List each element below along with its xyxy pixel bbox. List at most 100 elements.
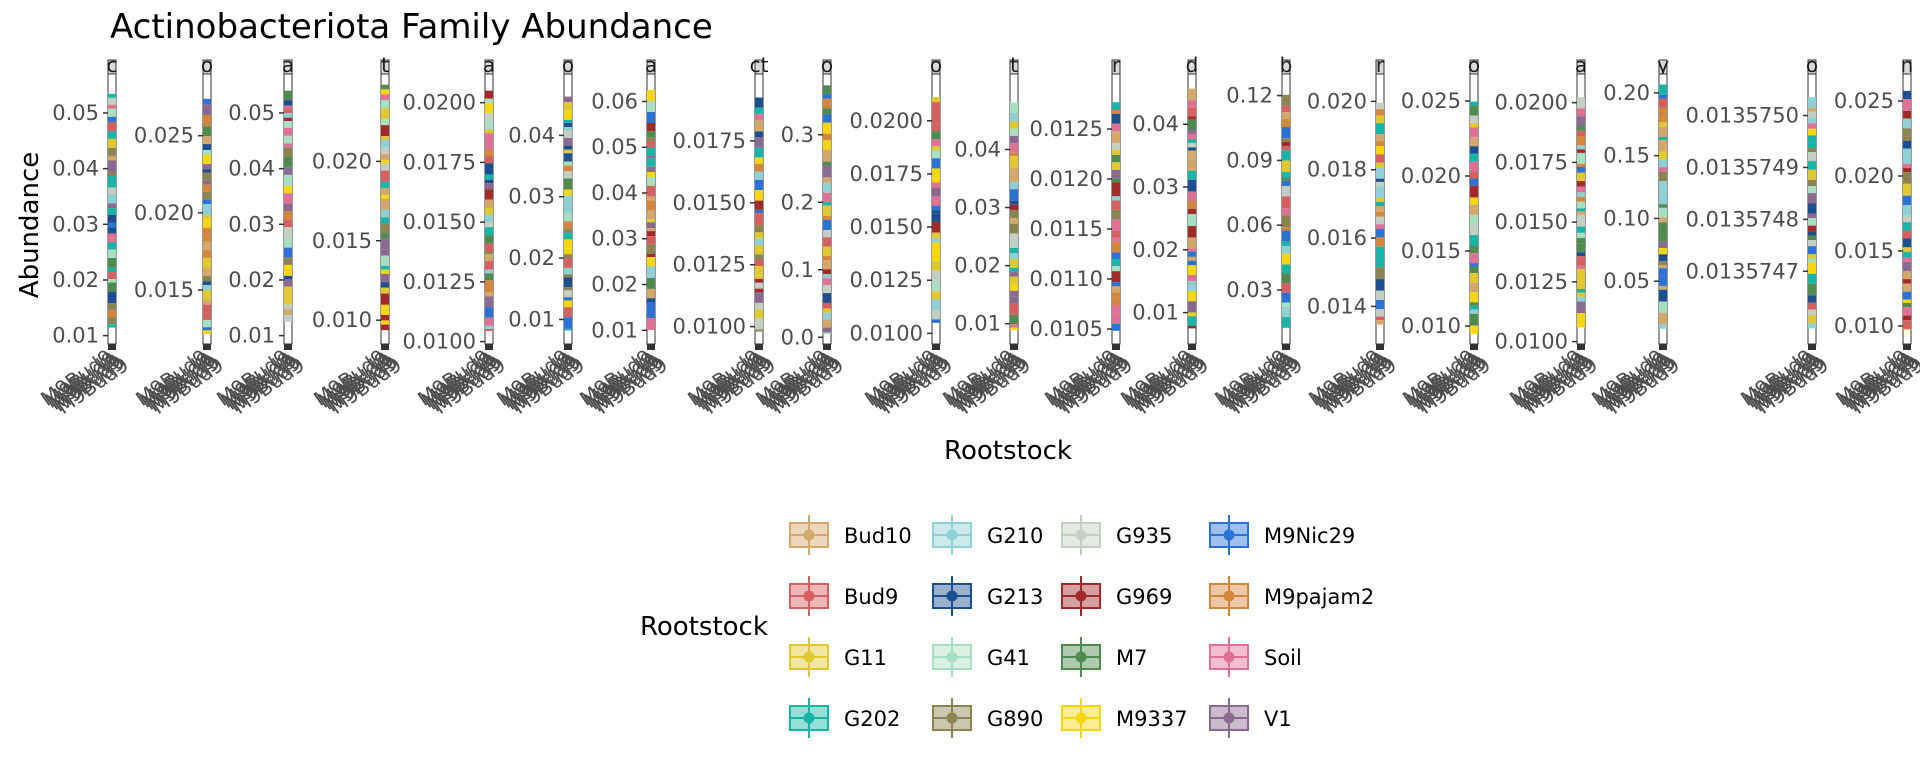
box-segment — [1282, 317, 1290, 328]
box-segment — [1376, 246, 1384, 259]
box-segment — [108, 131, 116, 139]
box-segment — [1282, 105, 1290, 113]
box-segment — [1659, 312, 1667, 325]
box-segment — [1010, 171, 1018, 183]
box-segment — [647, 249, 655, 254]
box-segment — [823, 246, 831, 257]
box-segment — [1808, 118, 1816, 124]
box-segment — [755, 266, 763, 276]
box-segment — [108, 242, 116, 250]
box-segment — [755, 282, 763, 289]
box-segment — [1112, 162, 1120, 170]
box-segment — [1112, 305, 1120, 314]
y-tick-label: 0.0110 — [1030, 267, 1103, 291]
box-segment — [932, 270, 940, 282]
box-segment — [485, 221, 493, 228]
y-tick-label: 0.025 — [1834, 89, 1894, 113]
box-segment — [647, 118, 655, 123]
boxplot-stack — [1470, 101, 1478, 335]
box-segment — [1282, 150, 1290, 161]
box-segment — [755, 190, 763, 201]
box-segment — [1376, 186, 1384, 198]
box-segment — [381, 287, 389, 294]
box-segment — [1470, 266, 1478, 274]
box-segment — [203, 180, 211, 185]
box-segment — [564, 127, 572, 131]
y-tick-label: 0.05 — [591, 135, 638, 159]
box-segment — [284, 147, 292, 157]
x-tick — [203, 344, 211, 350]
box-segment — [1010, 283, 1018, 291]
box-segment — [1903, 195, 1911, 205]
box-segment — [823, 278, 831, 286]
box-segment — [647, 277, 655, 289]
box-segment — [647, 298, 655, 303]
box-segment — [755, 254, 763, 261]
box-segment — [1376, 109, 1384, 116]
box-segment — [647, 266, 655, 278]
legend-item: V1 — [1209, 698, 1292, 738]
box-segment — [485, 90, 493, 99]
boxplot-stack — [381, 84, 389, 331]
box-segment — [284, 127, 292, 136]
box-segment — [1659, 126, 1667, 137]
box-segment — [485, 235, 493, 244]
box-segment — [1376, 237, 1384, 247]
box-segment — [381, 209, 389, 218]
box-segment — [203, 268, 211, 276]
box-segment — [647, 200, 655, 211]
box-segment — [284, 121, 292, 128]
box-segment — [564, 96, 572, 103]
facet-panel: t0.010.020.030.04M9Bud9M9Bud9M9Bud9M9Bud… — [938, 53, 1035, 419]
y-tick-label: 0.02 — [228, 268, 275, 292]
box-segment — [1282, 264, 1290, 274]
box-segment — [755, 213, 763, 226]
box-segment — [1577, 211, 1585, 215]
box-segment — [1903, 163, 1911, 169]
box-segment — [284, 185, 292, 194]
legend-item: Soil — [1209, 637, 1302, 677]
box-segment — [284, 90, 292, 101]
box-segment — [485, 129, 493, 134]
box-segment — [1376, 146, 1384, 155]
facet-panel: r0.0140.0160.0180.020M9Bud9M9Bud9M9Bud9M… — [1304, 53, 1401, 419]
box-segment — [1376, 168, 1384, 179]
box-segment — [932, 281, 940, 292]
box-segment — [108, 222, 116, 228]
y-tick-label: 0.03 — [52, 212, 99, 236]
legend-point — [1223, 590, 1235, 602]
box-segment — [1577, 149, 1585, 153]
box-segment — [1577, 201, 1585, 209]
box-segment — [823, 285, 831, 294]
box-segment — [485, 133, 493, 140]
box-segment — [203, 98, 211, 105]
box-segment — [1577, 313, 1585, 325]
box-segment — [1188, 208, 1196, 215]
box-segment — [932, 319, 940, 323]
box-segment — [485, 261, 493, 270]
box-segment — [485, 280, 493, 293]
box-segment — [1577, 265, 1585, 270]
y-tick-label: 0.0150 — [673, 191, 746, 215]
facet-panel: t0.0100.0150.020M9Bud9M9Bud9M9Bud9M9Bud9… — [309, 53, 406, 419]
x-tick — [1376, 344, 1384, 350]
facet-strip-label: o — [821, 53, 833, 77]
legend-point — [1223, 651, 1235, 663]
box-segment — [108, 237, 116, 243]
box-segment — [1282, 177, 1290, 181]
y-tick-label: 0.0100 — [850, 321, 923, 345]
x-tick — [108, 344, 116, 350]
box-segment — [1808, 123, 1816, 129]
box-segment — [1470, 235, 1478, 247]
boxplot-stack — [823, 85, 831, 335]
box-segment — [203, 300, 211, 305]
legend-point — [803, 712, 815, 724]
box-segment — [1577, 97, 1585, 109]
box-segment — [1808, 258, 1816, 263]
box-segment — [1188, 316, 1196, 326]
box-segment — [1112, 252, 1120, 260]
y-tick-label: 0.05 — [228, 101, 275, 125]
box-segment — [932, 251, 940, 262]
box-segment — [1010, 267, 1018, 272]
